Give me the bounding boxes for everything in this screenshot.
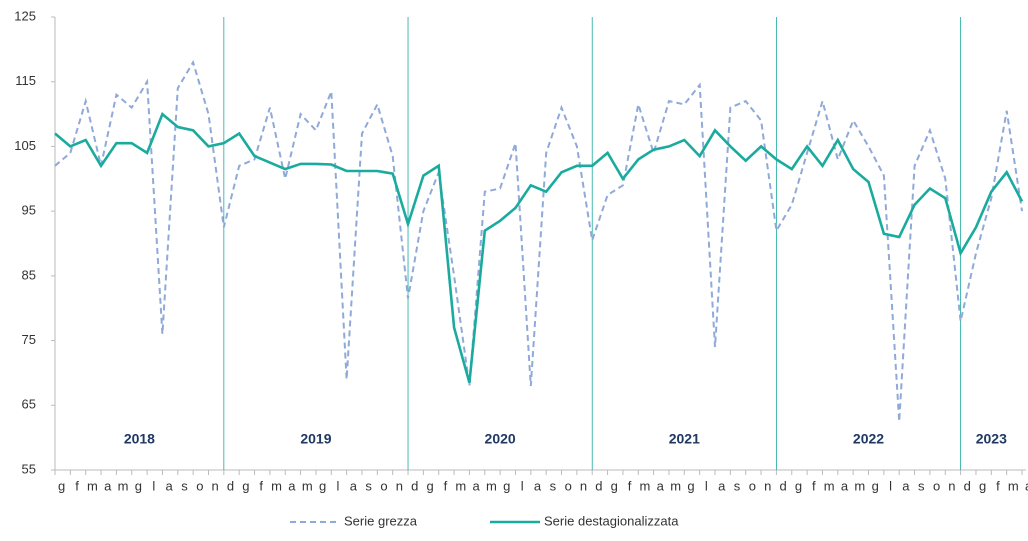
x-tick-label: n [396,478,403,493]
x-tick-label: g [687,478,694,493]
x-tick-label: a [288,478,296,493]
x-tick-label: m [455,478,466,493]
series-line [54,111,1024,383]
x-tick-label: g [503,478,510,493]
x-tick-label: g [872,478,879,493]
legend-label: Serie grezza [344,513,418,528]
y-tick-label: 105 [14,138,36,153]
x-tick-label: f [75,478,79,493]
x-tick-label: m [824,478,835,493]
x-tick-label: d [411,478,418,493]
x-tick-label: n [580,478,587,493]
x-tick-label: l [152,478,155,493]
x-tick-label: m [1008,478,1019,493]
x-tick-label: g [795,478,802,493]
year-label: 2020 [485,431,516,447]
x-tick-label: a [657,478,665,493]
x-tick-label: o [380,478,387,493]
y-tick-label: 115 [15,73,36,88]
x-tick-label: a [534,478,542,493]
x-tick-label: a [472,478,480,493]
y-tick-label: 55 [22,461,36,476]
x-tick-label: g [426,478,433,493]
year-label: 2021 [669,431,700,447]
x-tick-label: n [764,478,771,493]
x-tick-label: a [1025,478,1028,493]
year-label: 2023 [976,431,1007,447]
x-tick-label: s [918,478,925,493]
x-tick-label: n [212,478,219,493]
x-tick-label: l [705,478,708,493]
x-tick-label: g [319,478,326,493]
x-tick-label: f [996,478,1000,493]
x-tick-label: m [854,478,865,493]
y-tick-label: 65 [22,397,36,412]
x-tick-label: s [365,478,372,493]
x-tick-label: m [640,478,651,493]
x-tick-label: g [135,478,142,493]
x-tick-label: m [118,478,129,493]
x-tick-label: s [734,478,741,493]
x-tick-label: a [718,478,726,493]
y-tick-label: 85 [22,267,36,282]
x-tick-label: f [812,478,816,493]
year-label: 2019 [300,431,331,447]
y-tick-label: 95 [22,203,36,218]
x-tick-label: s [550,478,557,493]
x-tick-label: m [87,478,98,493]
x-tick-label: a [166,478,174,493]
x-tick-label: l [889,478,892,493]
x-tick-label: d [227,478,234,493]
x-tick-label: f [628,478,632,493]
x-tick-label: o [565,478,572,493]
x-tick-label: m [271,478,282,493]
x-tick-label: a [841,478,849,493]
x-tick-label: l [521,478,524,493]
x-tick-label: d [595,478,602,493]
x-tick-label: f [259,478,263,493]
x-tick-label: n [948,478,955,493]
x-tick-label: m [486,478,497,493]
x-tick-label: a [902,478,910,493]
x-tick-label: d [779,478,786,493]
x-tick-label: f [444,478,448,493]
y-tick-label: 125 [14,8,36,23]
x-tick-label: m [302,478,313,493]
x-tick-label: g [58,478,65,493]
x-tick-label: d [964,478,971,493]
x-tick-label: o [196,478,203,493]
legend-label: Serie destagionalizzata [544,513,679,528]
x-tick-label: s [181,478,188,493]
x-tick-label: a [350,478,358,493]
x-tick-label: g [979,478,986,493]
year-label: 2022 [853,431,884,447]
x-tick-label: g [611,478,618,493]
x-tick-label: l [337,478,340,493]
x-tick-label: a [104,478,112,493]
year-label: 2018 [124,431,155,447]
series-line [54,59,1023,422]
y-tick-label: 75 [22,332,36,347]
x-tick-label: o [749,478,756,493]
x-tick-label: o [933,478,940,493]
x-tick-label: m [670,478,681,493]
x-tick-label: g [242,478,249,493]
